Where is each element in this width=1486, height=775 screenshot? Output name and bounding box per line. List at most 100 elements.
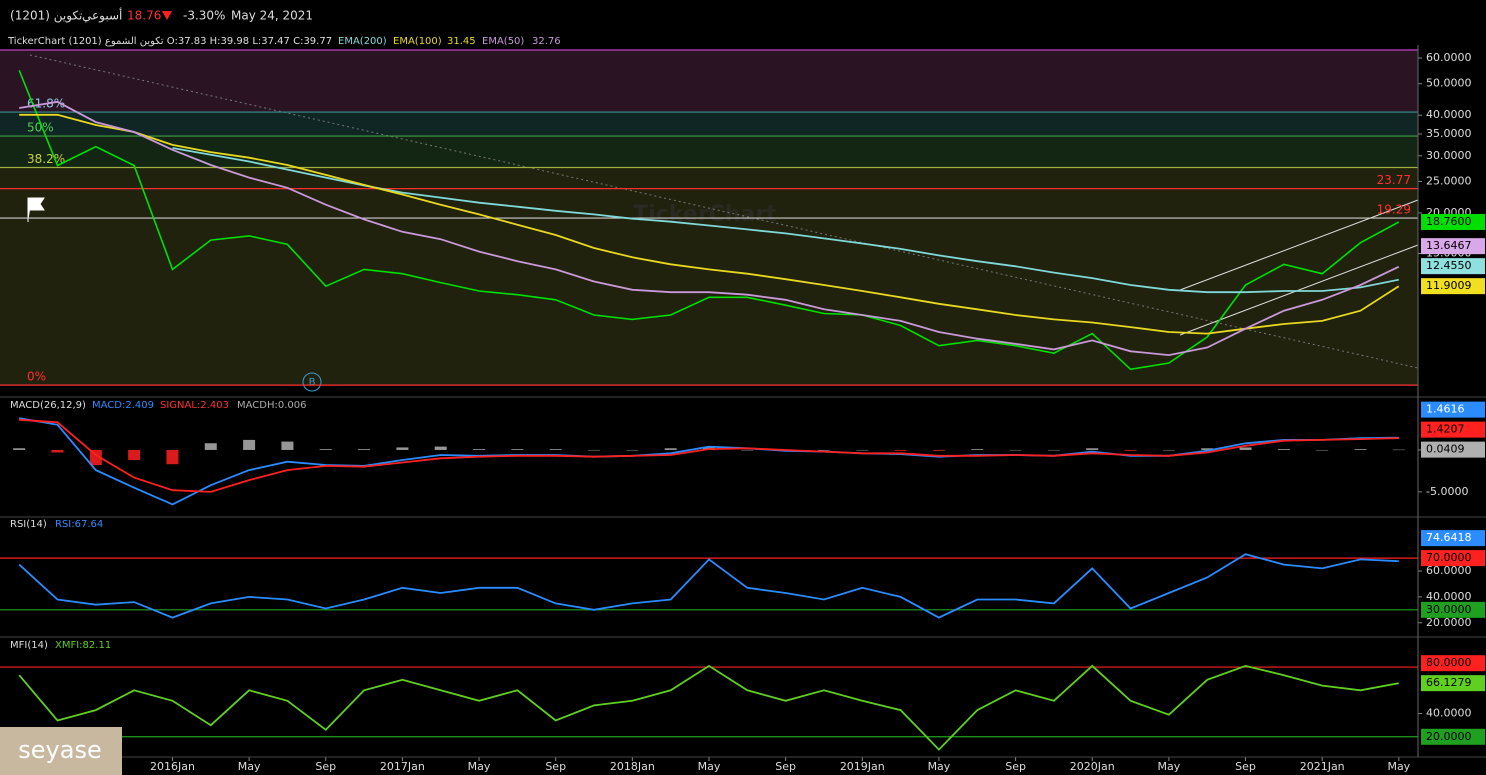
level-band [0, 112, 1418, 137]
histogram-bar [89, 449, 102, 466]
watermark: TickerChart [633, 202, 777, 227]
x-tick-label: May [468, 760, 491, 773]
x-tick-label: 2017Jan [380, 760, 425, 773]
histogram-bar [1086, 448, 1099, 450]
series-line [19, 100, 1400, 357]
readout: RSI:67.64 [55, 519, 103, 530]
legend-label: EMA(100) [393, 36, 442, 47]
value-badge [1421, 213, 1485, 230]
period: أسبوعي [82, 8, 122, 24]
y-tick-label: -5.0000 [1426, 485, 1468, 498]
histogram-bar [932, 449, 945, 451]
x-tick-label: 2019Jan [840, 760, 885, 773]
histogram-bar [1201, 448, 1214, 450]
value-badge [1421, 675, 1485, 692]
readout: XMFI:82.11 [55, 640, 111, 651]
value-badge [1421, 238, 1485, 255]
level-band [0, 218, 1418, 386]
histogram-bar [473, 449, 486, 450]
value-badge-label: 11.9009 [1426, 279, 1472, 292]
histogram-bar [434, 446, 447, 450]
readout: MACD:2.409 [92, 400, 154, 411]
x-tick-label: Sep [315, 760, 336, 773]
value-badge [1421, 441, 1485, 458]
y-tick-label: 40.0000 [1426, 590, 1472, 603]
histogram-bar [204, 443, 217, 450]
level-label: 0% [27, 370, 46, 384]
last-price: 18.76 [127, 9, 161, 23]
histogram-bar [1009, 449, 1022, 451]
histogram-bar [281, 441, 294, 450]
series-line [19, 418, 1399, 493]
y-tick-label: 50.0000 [1426, 77, 1472, 90]
value-badge-label: 0.0409 [1426, 443, 1465, 456]
ohlc: TickerChart تكوين الشموع (1201) O:37.83 … [7, 36, 332, 47]
value-badge [1421, 655, 1485, 672]
value-badge [1421, 530, 1485, 547]
value-badge-label: 70.0000 [1426, 551, 1472, 564]
level-band [0, 50, 1418, 113]
x-tick-label: 2016Jan [150, 760, 195, 773]
panel-title: MFI(14) [10, 640, 48, 651]
marker-b [302, 372, 322, 392]
value-badge [1421, 401, 1485, 418]
value-badge [1421, 278, 1485, 295]
value-badge-label: 30.0000 [1426, 603, 1472, 616]
value-badge-label: 74.6418 [1426, 531, 1472, 544]
channel-line [1179, 199, 1419, 291]
value-badge [1421, 728, 1485, 745]
level-band [0, 188, 1418, 219]
value-badge-label: 18.7600 [1426, 215, 1472, 228]
value-badge-label: 12.4550 [1426, 259, 1472, 272]
watermark-box [0, 727, 122, 775]
date: May 24, 2021 [231, 9, 313, 23]
flag [27, 197, 45, 222]
histogram-bar [128, 449, 141, 461]
x-tick-label: Sep [775, 760, 796, 773]
histogram-bar [1316, 449, 1329, 451]
y-tick-label: 30.0000 [1426, 149, 1472, 162]
series-line [19, 113, 1400, 335]
histogram-bar [971, 449, 984, 450]
histogram-bar [396, 447, 409, 450]
histogram-bar [894, 449, 907, 451]
x-tick-label: Sep [545, 760, 566, 773]
x-tick-label: May [1158, 760, 1181, 773]
value-badge [1421, 258, 1485, 275]
value-badge-label: 1.4207 [1426, 423, 1465, 436]
x-tick-label: May [238, 760, 261, 773]
plot: 61.8%50%38.2%23.7719.290%60.000050.00004… [0, 49, 1485, 773]
legend-value: 31.45 [447, 36, 476, 47]
histogram-bar [166, 449, 179, 465]
legend-value: 32.76 [532, 36, 561, 47]
y-tick-label: 35.0000 [1426, 127, 1472, 140]
histogram-bar [243, 439, 256, 450]
readout: SIGNAL:2.403 [160, 400, 229, 411]
y-tick-label: 60.0000 [1426, 51, 1472, 64]
trend-line [29, 54, 1419, 369]
histogram-bar [511, 449, 524, 450]
panel-title: MACD(26,12,9) [10, 400, 86, 411]
marker-b-label: B [309, 377, 316, 388]
down-arrow [162, 11, 172, 20]
series-line [18, 553, 1399, 619]
x-tick-label: Sep [1235, 760, 1256, 773]
ticker-name: تكوين (1201) [10, 9, 82, 24]
value-badge-label: 13.6467 [1426, 239, 1472, 252]
histogram-bar [549, 449, 562, 450]
histogram-bar [856, 449, 869, 451]
x-tick-label: Sep [1005, 760, 1026, 773]
y-tick-label: 60.0000 [1426, 564, 1472, 577]
value-badge [1421, 601, 1485, 618]
series-line [18, 70, 1400, 371]
level-label: 19.29 [1377, 203, 1411, 217]
histogram-bar [741, 449, 754, 451]
histogram-bar [1124, 449, 1137, 451]
level-label: 50% [27, 121, 54, 135]
histogram-bar [626, 449, 639, 451]
level-bands [0, 50, 1418, 386]
level-band [0, 136, 1418, 168]
histogram-bar [319, 449, 332, 450]
x-tick-label: 2021Jan [1300, 760, 1345, 773]
value-badge-label: 66.1279 [1426, 676, 1472, 689]
